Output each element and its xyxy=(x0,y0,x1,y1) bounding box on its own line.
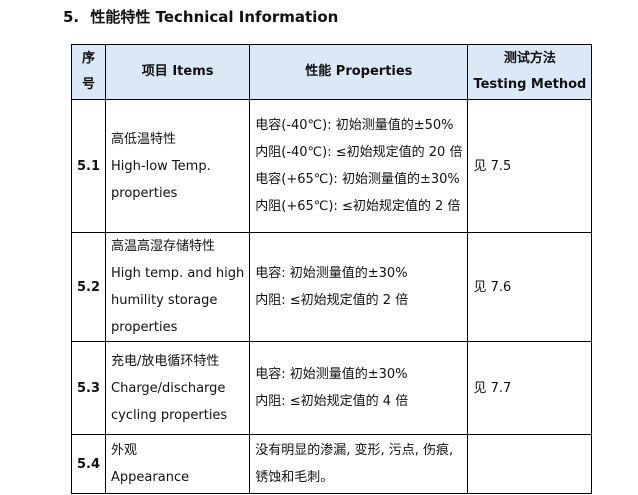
row-item: 充电/放电循环特性 Charge/discharge cycling prope… xyxy=(105,341,251,435)
row-method: 见 7.7 xyxy=(467,341,593,435)
section-number: 5. xyxy=(63,8,80,26)
header-no: 序号 xyxy=(70,44,107,100)
section-heading: 性能特性 Technical Information xyxy=(90,8,339,26)
property-line: 内阻(-40℃): ≤初始规定值的 20 倍 xyxy=(255,145,463,160)
row-properties: 电容(-40℃): 初始测量值的±50% 内阻(-40℃): ≤初始规定值的 2… xyxy=(249,99,469,233)
header-method-en: Testing Method xyxy=(473,77,587,92)
table-row: 5.2 高温高湿存储特性 High temp. and high humilit… xyxy=(70,232,593,342)
item-line: cycling properties xyxy=(111,407,228,423)
property-line: 电容(+65℃): 初始测量值的±30% xyxy=(255,172,460,187)
row-item: 高低温特性 High-low Temp. properties xyxy=(105,99,251,233)
row-method: 见 7.6 xyxy=(467,232,593,342)
table-row: 5.4 外观 Appearance 没有明显的渗漏, 变形, 污点, 伤痕, 锈… xyxy=(70,434,593,494)
property-line: 内阻: ≤初始规定值的 2 倍 xyxy=(255,293,409,308)
property-line: 内阻: ≤初始规定值的 4 倍 xyxy=(255,394,409,409)
row-method xyxy=(467,434,593,494)
row-item: 外观 Appearance xyxy=(105,434,251,494)
row-number: 5.4 xyxy=(70,434,107,494)
property-line: 电容(-40℃): 初始测量值的±50% xyxy=(255,118,454,133)
row-properties: 电容: 初始测量值的±30% 内阻: ≤初始规定值的 4 倍 xyxy=(249,341,469,435)
header-method: 测试方法 Testing Method xyxy=(467,44,593,100)
row-item: 高温高湿存储特性 High temp. and high humility st… xyxy=(105,232,251,342)
cropped-next-heading xyxy=(60,488,360,495)
item-line: Appearance xyxy=(111,470,190,485)
header-method-cn: 测试方法 xyxy=(503,51,556,66)
row-method: 见 7.5 xyxy=(467,99,593,233)
item-line: 高低温特性 xyxy=(111,131,177,147)
property-line: 电容: 初始测量值的±30% xyxy=(255,367,408,382)
item-line: properties xyxy=(111,185,178,201)
row-number: 5.1 xyxy=(70,99,107,233)
row-number: 5.3 xyxy=(70,341,107,435)
item-line: humility storage xyxy=(111,293,218,308)
property-line: 电容: 初始测量值的±30% xyxy=(255,266,408,281)
table-row: 5.3 充电/放电循环特性 Charge/discharge cycling p… xyxy=(70,341,593,435)
row-properties: 没有明显的渗漏, 变形, 污点, 伤痕, 锈蚀和毛刺。 xyxy=(249,434,469,494)
item-line: 充电/放电循环特性 xyxy=(111,353,220,369)
item-line: 外观 xyxy=(111,443,138,458)
header-row: 序号 项目 Items 性能 Properties 测试方法 Testing M… xyxy=(70,44,593,100)
section-title: 5. 性能特性 Technical Information xyxy=(63,6,338,27)
item-line: properties xyxy=(111,320,178,335)
item-line: Charge/discharge xyxy=(111,380,226,396)
row-properties: 电容: 初始测量值的±30% 内阻: ≤初始规定值的 2 倍 xyxy=(249,232,469,342)
property-line: 锈蚀和毛刺。 xyxy=(255,470,334,485)
property-line: 内阻(+65℃): ≤初始规定值的 2 倍 xyxy=(255,199,461,214)
item-line: High-low Temp. xyxy=(111,158,211,174)
table-row: 5.1 高低温特性 High-low Temp. properties 电容(-… xyxy=(70,99,593,233)
technical-info-table: 序号 项目 Items 性能 Properties 测试方法 Testing M… xyxy=(70,44,593,494)
header-item: 项目 Items xyxy=(105,44,251,100)
item-line: 高温高湿存储特性 xyxy=(111,239,216,254)
row-number: 5.2 xyxy=(70,232,107,342)
item-line: High temp. and high xyxy=(111,266,245,281)
property-line: 没有明显的渗漏, 变形, 污点, 伤痕, xyxy=(255,443,454,458)
header-properties: 性能 Properties xyxy=(249,44,469,100)
